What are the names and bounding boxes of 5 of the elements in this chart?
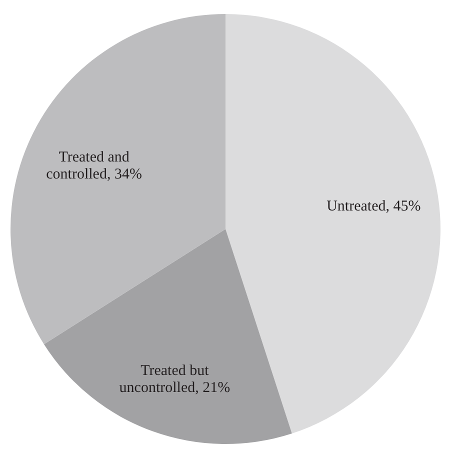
pie-slice <box>10 14 226 344</box>
pie-slice <box>44 229 292 444</box>
slice-label: Treated and controlled, 34% <box>46 150 142 183</box>
slice-label: Untreated, 45% <box>326 198 421 215</box>
slice-label: Treated but uncontrolled, 21% <box>119 363 230 396</box>
